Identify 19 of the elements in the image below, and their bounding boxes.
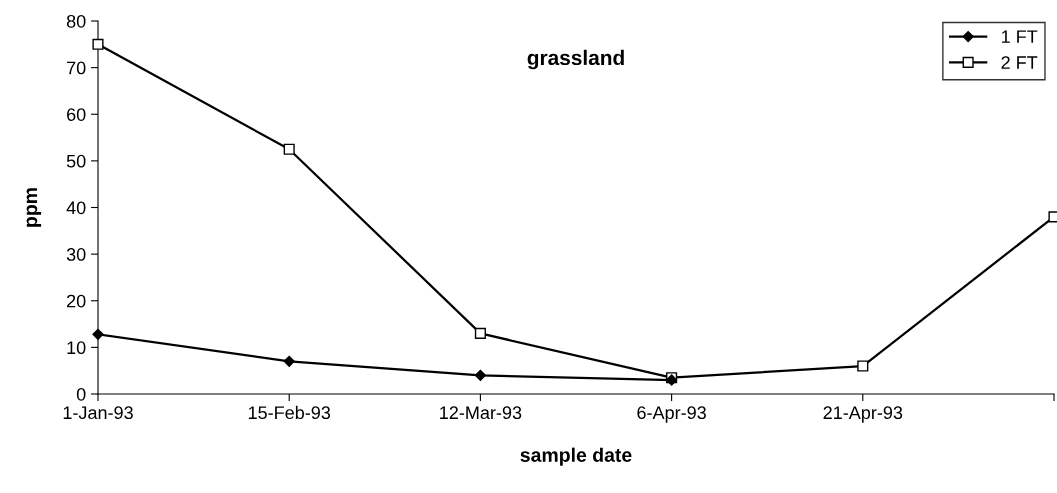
x-axis-title: sample date — [520, 447, 632, 466]
y-tick-label: 40 — [66, 201, 86, 215]
y-tick-label: 80 — [66, 14, 86, 28]
legend-label: 2 FT — [1001, 56, 1038, 69]
y-tick-label: 10 — [67, 341, 86, 355]
y-tick-label: 60 — [67, 108, 86, 121]
x-tick-label: 15-Feb-93 — [248, 405, 331, 420]
x-tick-label: 12-Mar-93 — [440, 406, 522, 420]
y-axis-title: ppm — [26, 188, 42, 227]
x-tick-label: 1-Jan-93 — [63, 406, 133, 420]
y-tick-label: 70 — [67, 61, 86, 75]
y-tick-label: 30 — [66, 248, 86, 261]
x-tick-label: 21-Apr-93 — [823, 406, 903, 423]
y-tick-label: 50 — [66, 154, 86, 168]
legend-label: 1 FT — [1002, 30, 1038, 43]
x-tick-label: 6-Apr-93 — [637, 406, 706, 423]
y-tick-label: 0 — [76, 387, 86, 401]
y-tick-label: 20 — [67, 294, 86, 308]
text: grassland — [527, 49, 624, 70]
